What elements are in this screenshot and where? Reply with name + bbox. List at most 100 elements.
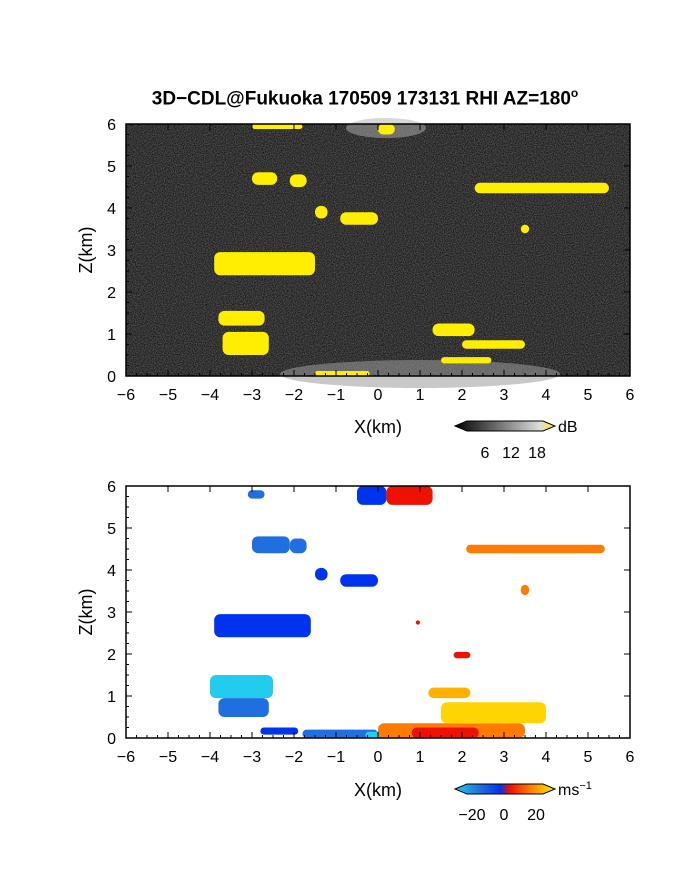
- velocity-echo-region: [415, 620, 420, 625]
- velocity-ylabel: Z(km): [76, 589, 96, 636]
- velocity-y-tick-label: 3: [107, 605, 116, 622]
- snr-echo-region: [340, 212, 378, 225]
- velocity-colorbar-tick-1: 0: [500, 807, 509, 824]
- snr-echo-region: [378, 124, 395, 135]
- snr-x-tick-label: −5: [159, 387, 177, 404]
- snr-colorbar-tick-0: 6: [481, 445, 490, 462]
- velocity-colorbar-tick-2: 20: [527, 807, 545, 824]
- velocity-echo-region: [260, 727, 299, 735]
- velocity-y-tick-label: 2: [107, 647, 116, 664]
- velocity-echo-region: [386, 486, 433, 505]
- velocity-echo-region: [210, 675, 273, 699]
- snr-x-tick-label: 5: [584, 387, 593, 404]
- velocity-x-tick-label: 2: [458, 749, 467, 766]
- velocity-x-tick-label: −1: [327, 749, 345, 766]
- snr-echo-region: [214, 252, 315, 276]
- snr-y-tick-label: 0: [107, 369, 116, 386]
- velocity-echo-region: [218, 698, 269, 717]
- velocity-echo-region: [453, 651, 471, 659]
- snr-colorbar: dB 6 12 18: [453, 419, 578, 462]
- velocity-y-tick-label: 1: [107, 689, 116, 706]
- velocity-regions: [210, 486, 605, 738]
- velocity-echo-region: [302, 729, 378, 738]
- snr-x-tick-label: 0: [374, 387, 383, 404]
- velocity-echo-region: [441, 702, 546, 724]
- snr-x-tick-label: −1: [327, 387, 345, 404]
- snr-echo-region: [520, 224, 530, 234]
- snr-echo-region: [315, 370, 370, 376]
- snr-x-tick-label: 6: [626, 387, 635, 404]
- velocity-echo-region: [289, 538, 307, 554]
- snr-x-tick-label: 1: [416, 387, 425, 404]
- velocity-x-tick-label: −3: [243, 749, 261, 766]
- velocity-colorbar-unit-base: ms: [558, 782, 579, 799]
- velocity-x-tick-label: 0: [374, 749, 383, 766]
- velocity-x-tick-label: −5: [159, 749, 177, 766]
- snr-echo-region: [222, 331, 269, 355]
- velocity-x-tick-label: 1: [416, 749, 425, 766]
- velocity-x-tick-label: −2: [285, 749, 303, 766]
- velocity-echo-region: [466, 544, 605, 554]
- velocity-echo-region: [247, 490, 265, 499]
- velocity-colorbar: ms−1 −20 0 20: [453, 780, 592, 824]
- snr-y-tick-label: 6: [107, 117, 116, 134]
- snr-noise-texture: [126, 124, 630, 376]
- snr-x-tick-label: 4: [542, 387, 551, 404]
- snr-colorbar-tick-1: 12: [502, 445, 520, 462]
- snr-ylabel: Z(km): [76, 227, 96, 274]
- snr-echo-region: [474, 182, 609, 194]
- velocity-echo-region: [357, 486, 387, 505]
- snr-colorbar-bar: [453, 420, 557, 432]
- snr-echo-region: [252, 172, 278, 185]
- velocity-x-tick-label: 5: [584, 749, 593, 766]
- velocity-echo-region: [214, 614, 311, 638]
- snr-echo-region: [315, 205, 328, 219]
- snr-x-tick-label: −4: [201, 387, 219, 404]
- velocity-x-tick-label: 6: [626, 749, 635, 766]
- velocity-y-tick-label: 0: [107, 731, 116, 748]
- velocity-panel: −6 −5 −4 −3 −2 −1 0 1 2 3 4 5 6 0 1 2 3 4 5 6 X(km) Z(km) m…: [76, 479, 635, 824]
- velocity-colorbar-unit: ms−1: [558, 780, 592, 799]
- snr-y-tick-label: 1: [107, 327, 116, 344]
- velocity-colorbar-bar: [453, 783, 557, 795]
- snr-x-tick-label: −3: [243, 387, 261, 404]
- snr-echo-region: [441, 357, 492, 364]
- snr-y-tick-label: 5: [107, 159, 116, 176]
- snr-colorbar-tick-2: 18: [528, 445, 546, 462]
- chart-title-degree: o: [570, 86, 579, 100]
- velocity-x-tick-label: 3: [500, 749, 509, 766]
- velocity-echo-region: [252, 536, 290, 554]
- snr-regions: [214, 124, 609, 376]
- snr-echo-region: [289, 174, 307, 187]
- velocity-plot-background: [126, 486, 630, 738]
- velocity-colorbar-unit-exponent: −1: [579, 780, 592, 792]
- snr-colorbar-unit: dB: [558, 419, 578, 436]
- snr-echo-region: [432, 323, 475, 337]
- velocity-echo-region: [428, 687, 471, 699]
- velocity-xlabel: X(km): [354, 780, 402, 800]
- velocity-y-tick-label: 6: [107, 479, 116, 496]
- velocity-axes: −6 −5 −4 −3 −2 −1 0 1 2 3 4 5 6 0 1 2 3 4 5 6: [107, 479, 634, 766]
- velocity-echo-region: [520, 584, 530, 596]
- chart-title: 3D−CDL@Fukuoka 170509 173131 RHI AZ=180o: [0, 86, 680, 110]
- snr-y-tick-label: 2: [107, 285, 116, 302]
- velocity-echo-region: [411, 727, 479, 738]
- velocity-x-tick-label: −6: [117, 749, 135, 766]
- snr-x-tick-label: 2: [458, 387, 467, 404]
- velocity-echo-region: [315, 567, 328, 581]
- snr-x-tick-label: −6: [117, 387, 135, 404]
- velocity-x-tick-label: −4: [201, 749, 219, 766]
- snr-x-tick-label: 3: [500, 387, 509, 404]
- snr-x-tick-label: −2: [285, 387, 303, 404]
- snr-echo-region: [462, 340, 525, 349]
- snr-y-tick-label: 3: [107, 243, 116, 260]
- velocity-y-tick-label: 4: [107, 563, 116, 580]
- snr-xlabel: X(km): [354, 417, 402, 437]
- snr-echo-region: [252, 124, 303, 130]
- velocity-x-tick-label: 4: [542, 749, 551, 766]
- velocity-echo-region: [340, 574, 378, 587]
- snr-axes: −6 −5 −4 −3 −2 −1 0 1 2 3 4 5 6 0 1 2 3 4 5 6: [107, 117, 634, 404]
- chart-title-text: 3D−CDL@Fukuoka 170509 173131 RHI AZ=180: [151, 88, 571, 110]
